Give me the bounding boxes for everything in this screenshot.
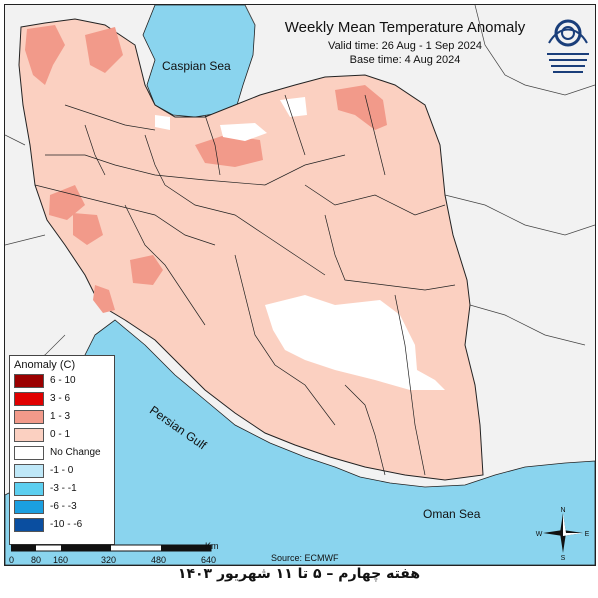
legend-swatch [14,428,44,442]
legend-item: -1 - 0 [14,464,114,478]
legend: Anomaly (C) 6 - 10 3 - 6 1 - 3 0 - 1 No … [9,355,115,545]
legend-swatch [14,482,44,496]
legend-swatch [14,446,44,460]
scale-tick: 80 [31,555,42,565]
compass-e: E [585,531,590,538]
legend-item: 6 - 10 [14,374,114,388]
legend-item: -6 - -3 [14,500,114,514]
legend-swatch [14,374,44,388]
no-change-north [155,115,170,130]
compass-s: S [561,555,566,561]
logo-icon [547,19,589,73]
legend-label: -3 - -1 [50,483,77,494]
scale-unit: Km [205,541,219,551]
anomaly-patch-w2 [73,213,103,245]
scale-tick: 320 [101,555,117,565]
legend-label: 0 - 1 [50,429,71,440]
legend-swatch [14,500,44,514]
oman-sea-label: Oman Sea [423,507,481,521]
legend-swatch [14,392,44,406]
legend-item: -3 - -1 [14,482,114,496]
legend-title: Anomaly (C) [14,359,76,371]
scale-bar-graphic [10,544,212,552]
no-change-caspian-se [220,123,267,141]
legend-swatch [14,410,44,424]
valid-time: Valid time: 26 Aug - 1 Sep 2024 [328,40,482,52]
compass-n: N [560,507,565,514]
legend-label: 6 - 10 [50,375,76,386]
legend-item: 1 - 3 [14,410,114,424]
legend-label: -1 - 0 [50,465,74,476]
legend-item: 0 - 1 [14,428,114,442]
province-borders [34,94,456,476]
source-text: Source: ECMWF [271,553,339,563]
legend-item: 3 - 6 [14,392,114,406]
anomaly-patch-caspian-south [195,135,263,167]
legend-item: -10 - -6 [14,518,114,532]
compass-w: W [536,531,543,538]
legend-label: 1 - 3 [50,411,71,422]
scale-tick: 640 [201,555,217,565]
legend-label: -6 - -3 [50,501,77,512]
caspian-sea [142,5,256,118]
scale-bar: 0 80 160 320 480 640 Km [9,541,221,565]
legend-label: -10 - -6 [50,519,83,530]
legend-swatch [14,518,44,532]
legend-label: 3 - 6 [50,393,71,404]
map-title: Weekly Mean Temperature Anomaly [284,19,526,36]
anomaly-patch-ne [335,85,387,130]
legend-item: No Change [14,446,114,460]
anomaly-patch-w1 [49,185,85,220]
map-frame: Weekly Mean Temperature Anomaly Valid ti… [4,4,596,566]
compass-icon: N S E W [536,507,590,561]
caption: هفته چهارم – ۵ تا ۱۱ شهریور ۱۴۰۳ [177,566,421,582]
caspian-sea-label: Caspian Sea [162,59,231,73]
map-canvas [5,5,595,565]
scale-tick: 480 [151,555,167,565]
scale-tick: 0 [9,555,15,565]
legend-swatch [14,464,44,478]
anomaly-patch-nw [25,25,65,85]
neighbor-borders [5,5,595,366]
scale-tick: 160 [53,555,69,565]
base-time: Base time: 4 Aug 2024 [349,54,461,66]
anomaly-patch-n [85,27,123,73]
legend-label: No Change [50,447,101,458]
no-change-northeast [280,97,307,117]
anomaly-patch-w3 [130,255,163,285]
anomaly-patch-w4 [93,285,115,313]
